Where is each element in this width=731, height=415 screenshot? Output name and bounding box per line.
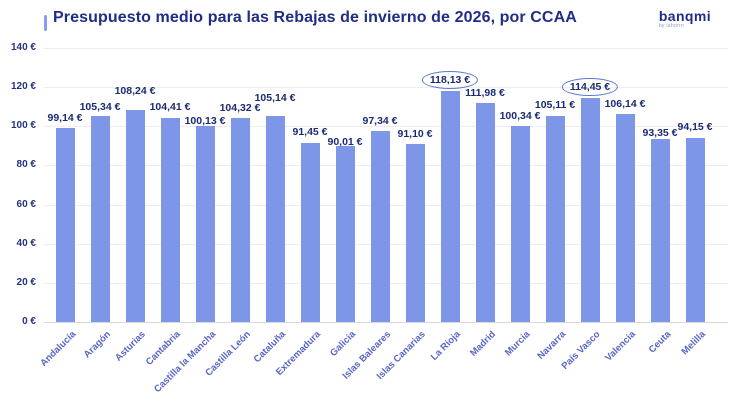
x-axis-category-label: Aragón — [81, 329, 113, 361]
bar — [370, 131, 390, 322]
x-axis-category-label: Ceuta — [646, 329, 673, 356]
y-axis-tick-label: 80 € — [16, 159, 36, 171]
bar — [510, 125, 530, 322]
value-label: 91,45 € — [292, 126, 328, 139]
value-label: 91,10 € — [397, 127, 433, 140]
bar — [475, 102, 495, 322]
value-label: 100,13 € — [184, 115, 226, 128]
x-axis-category-label: Valencia — [603, 329, 638, 364]
chart-title: Presupuesto medio para las Rebajas de in… — [53, 9, 577, 26]
banqmi-logo: banqmi by iahorro — [659, 9, 711, 29]
bar — [405, 143, 425, 322]
y-axis-tick-label: 0 € — [22, 316, 36, 327]
bar — [55, 127, 75, 322]
value-label: 100,34 € — [499, 109, 541, 122]
bar — [335, 145, 355, 322]
value-label: 104,32 € — [219, 101, 261, 114]
x-axis-category-label: Castilla la Mancha — [151, 329, 218, 396]
value-label: 104,41 € — [149, 100, 191, 113]
x-axis-category-label: Madrid — [467, 329, 498, 359]
logo-text: banqmi — [658, 8, 711, 24]
value-label: 111,98 € — [465, 86, 505, 99]
y-axis-tick-label: 140 € — [10, 42, 36, 53]
x-axis-category-label: La Rioja — [428, 329, 463, 363]
gridline — [44, 48, 728, 49]
value-label: 108,24 € — [114, 85, 156, 98]
gridline — [44, 322, 728, 323]
bar — [90, 115, 110, 322]
value-label: 90,01 € — [327, 135, 363, 148]
x-axis-category-label: Andalucía — [37, 329, 78, 369]
value-label-highlighted: 118,13 € — [421, 70, 479, 89]
y-axis-tick-label: 100 € — [10, 120, 36, 132]
bar — [265, 116, 285, 322]
bar — [685, 137, 705, 322]
bar — [580, 98, 600, 322]
bar — [300, 143, 320, 322]
y-axis-tick-label: 20 € — [16, 276, 36, 288]
bar — [615, 114, 635, 322]
x-axis-category-label: Asturias — [113, 329, 148, 364]
x-axis-category-label: Cataluña — [251, 329, 288, 366]
bar — [125, 110, 145, 322]
bar — [195, 126, 215, 322]
value-label: 105,14 € — [254, 92, 296, 105]
x-axis-category-label: Murcia — [503, 329, 533, 359]
x-axis-category-label: Navarra — [534, 329, 568, 362]
y-axis-tick-label: 40 € — [16, 237, 36, 249]
x-axis-category-label: Galicia — [327, 329, 358, 359]
y-axis-tick-label: 60 € — [16, 198, 36, 210]
x-axis-category-label: Melilla — [679, 329, 708, 358]
value-label: 94,15 € — [677, 120, 713, 133]
bar — [545, 116, 565, 322]
bar — [440, 90, 460, 322]
bar — [160, 117, 180, 322]
value-label: 99,14 € — [47, 111, 83, 124]
value-label-highlighted: 114,45 € — [561, 78, 619, 96]
value-label: 105,11 € — [534, 99, 576, 112]
gridline — [44, 126, 728, 128]
value-label: 97,34 € — [362, 115, 398, 128]
value-label: 106,14 € — [604, 98, 646, 111]
y-axis-tick-label: 120 € — [10, 81, 36, 93]
gridline — [44, 87, 728, 89]
bar — [650, 139, 670, 322]
logo-tagline: by iahorro — [658, 23, 685, 29]
bar — [230, 117, 250, 322]
value-label: 93,35 € — [642, 127, 678, 140]
value-label: 105,34 € — [79, 100, 121, 113]
title-accent-bar — [44, 15, 47, 31]
